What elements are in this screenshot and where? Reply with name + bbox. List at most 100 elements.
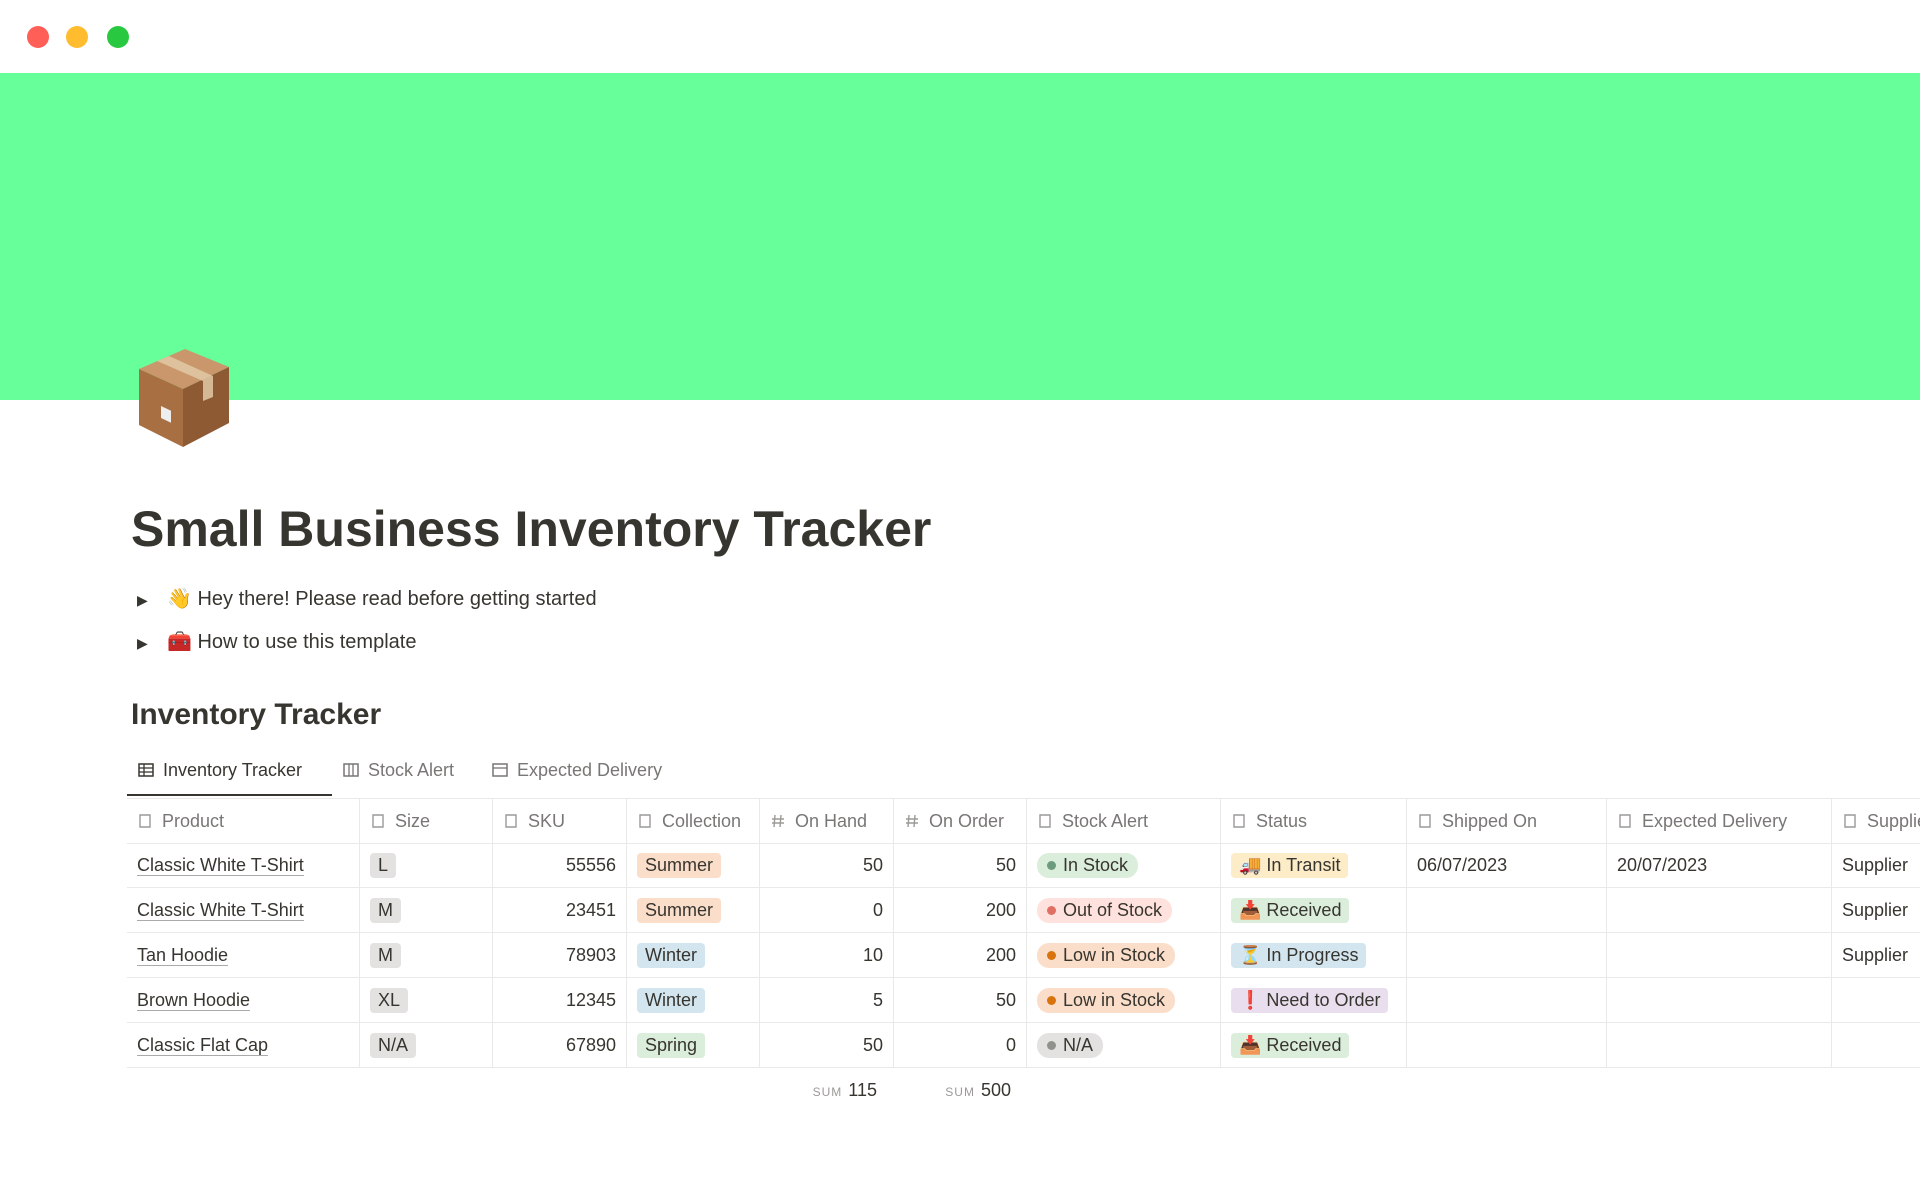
cell: 12345: [493, 978, 627, 1022]
cell: Tan Hoodie: [127, 933, 360, 977]
cell: [1607, 888, 1832, 932]
sum-label: SUM: [812, 1085, 843, 1099]
status-dot: [1047, 1040, 1056, 1050]
tab-underline: [127, 794, 332, 796]
table-row: Classic White T-Shirt M 23451 Summer 0 200 Out…: [127, 888, 1920, 933]
sum-on-order: SUM 500: [898, 1080, 1011, 1101]
stock-alert-pill: Low in Stock: [1037, 987, 1176, 1013]
size-tag: M: [370, 942, 401, 968]
sum-value: 500: [980, 1080, 1011, 1100]
header-cell: SKU: [493, 799, 627, 843]
collection-tag: Winter: [637, 942, 706, 968]
cell-text: 10: [862, 944, 883, 965]
tab[interactable]: Expected Delivery: [492, 760, 662, 781]
cell-text: Supplier: [1842, 944, 1909, 965]
cover-banner: [0, 73, 1920, 400]
cell: Summer: [627, 888, 760, 932]
cell-text: 12345: [565, 989, 616, 1010]
table-row: Tan Hoodie M 78903 Winter 10 200 Low in Stock ⏳…: [127, 933, 1920, 978]
collection-tag: Spring: [637, 1032, 706, 1058]
cell: 67890: [493, 1023, 627, 1067]
cell: 0: [894, 1023, 1027, 1067]
column-label: On Hand: [795, 810, 868, 831]
status-tag: ❗ Need to Order: [1231, 987, 1389, 1013]
stock-alert-pill: N/A: [1037, 1032, 1104, 1058]
cell: XL: [360, 978, 493, 1022]
cell: [1832, 1023, 1920, 1067]
header-cell: Size: [360, 799, 493, 843]
cell-text: 0: [1005, 1034, 1016, 1055]
header-cell: Product: [127, 799, 360, 843]
header-cell: Collection: [627, 799, 760, 843]
collection-tag: Winter: [637, 987, 706, 1013]
cell: [1832, 978, 1920, 1022]
column-label: SKU: [528, 810, 566, 831]
cell: 0: [760, 888, 894, 932]
cell: 200: [894, 933, 1027, 977]
column-label: Expected Delivery: [1642, 810, 1788, 831]
cell: Summer: [627, 843, 760, 887]
tab[interactable]: Stock Alert: [343, 760, 454, 781]
zoom-button[interactable]: [107, 26, 129, 48]
tab-label: Stock Alert: [368, 760, 455, 780]
cell-text: 78903: [565, 944, 616, 965]
toggle[interactable]: ▶ 🧰 How to use this template: [137, 631, 417, 653]
product-name[interactable]: Classic Flat Cap: [137, 1034, 269, 1056]
cell: 50: [894, 843, 1027, 887]
status-dot: [1047, 860, 1056, 870]
product-name[interactable]: Tan Hoodie: [137, 944, 229, 966]
product-name[interactable]: Classic White T-Shirt: [137, 854, 304, 876]
cell: [1407, 888, 1607, 932]
cell: M: [360, 933, 493, 977]
cell: Classic White T-Shirt: [127, 888, 360, 932]
collection-tag: Summer: [637, 852, 722, 878]
cell: 200: [894, 888, 1027, 932]
cell: N/A: [360, 1023, 493, 1067]
cell: Brown Hoodie: [127, 978, 360, 1022]
cell: In Stock: [1027, 843, 1221, 887]
status-tag: 📥 Received: [1231, 1032, 1350, 1058]
cell: Supplier: [1832, 888, 1920, 932]
cell-text: 5: [872, 989, 883, 1010]
toggle[interactable]: ▶ 👋 Hey there! Please read before getting…: [137, 588, 597, 610]
header-cell: Stock Alert: [1027, 799, 1221, 843]
tab[interactable]: Inventory Tracker: [138, 760, 302, 781]
table-row: Classic Flat Cap N/A 67890 Spring 50 0 N/A 📥 Re…: [127, 1023, 1920, 1068]
cell: 23451: [493, 888, 627, 932]
cell-text: 50: [995, 989, 1016, 1010]
header-cell: Shipped On: [1407, 799, 1607, 843]
cell: 📥 Received: [1221, 888, 1407, 932]
tab-label: Expected Delivery: [517, 760, 663, 780]
cell: 06/07/2023: [1407, 843, 1607, 887]
column-label: Status: [1256, 810, 1308, 831]
cell-text: 20/07/2023: [1617, 854, 1708, 875]
column-label: Supplier: [1867, 810, 1920, 831]
size-tag: XL: [370, 987, 409, 1013]
collection-tag: Summer: [637, 897, 722, 923]
cell: [1607, 933, 1832, 977]
cell: L: [360, 843, 493, 887]
cell: 📥 Received: [1221, 1023, 1407, 1067]
product-name[interactable]: Classic White T-Shirt: [137, 899, 304, 921]
size-tag: L: [370, 852, 397, 878]
header-cell: Supplier: [1832, 799, 1920, 843]
product-name[interactable]: Brown Hoodie: [137, 989, 251, 1011]
header-cell: On Order: [894, 799, 1027, 843]
header-cell: On Hand: [760, 799, 894, 843]
cell: Classic Flat Cap: [127, 1023, 360, 1067]
cell: Winter: [627, 978, 760, 1022]
cell: Low in Stock: [1027, 978, 1221, 1022]
sum-label: SUM: [945, 1085, 975, 1099]
cell-text: 50: [862, 1034, 883, 1055]
status-tag: 📥 Received: [1231, 897, 1350, 923]
table-row: Classic White T-Shirt L 55556 Summer 50 50 In …: [127, 843, 1920, 888]
stock-alert-text: N/A: [1063, 1034, 1094, 1055]
close-button[interactable]: [27, 26, 49, 48]
cell: Spring: [627, 1023, 760, 1067]
size-tag: M: [370, 897, 401, 923]
cell-text: 200: [985, 899, 1016, 920]
cell: [1407, 1023, 1607, 1067]
cell: 50: [894, 978, 1027, 1022]
minimize-button[interactable]: [66, 26, 88, 48]
